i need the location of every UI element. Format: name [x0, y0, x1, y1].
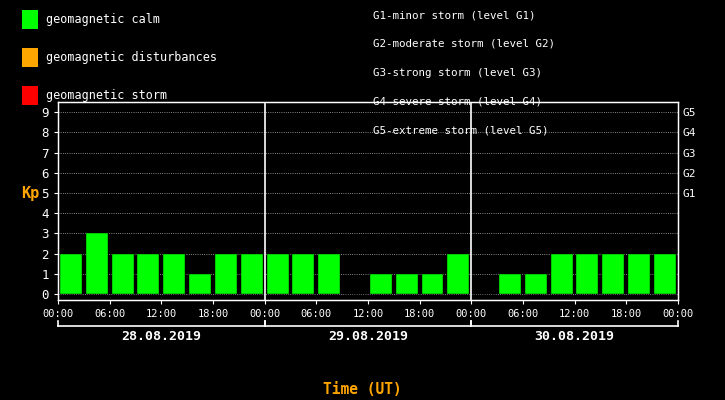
Text: geomagnetic storm: geomagnetic storm	[46, 89, 167, 102]
Text: 30.08.2019: 30.08.2019	[534, 330, 615, 343]
Bar	[292, 254, 315, 294]
Bar	[576, 254, 598, 294]
Bar	[602, 254, 624, 294]
Text: 29.08.2019: 29.08.2019	[328, 330, 408, 343]
Bar	[86, 233, 108, 294]
Bar	[525, 274, 547, 294]
Bar	[421, 274, 444, 294]
Bar	[215, 254, 237, 294]
Bar	[138, 254, 160, 294]
Bar	[628, 254, 650, 294]
Text: G5-extreme storm (level G5): G5-extreme storm (level G5)	[373, 125, 549, 135]
Text: G1-minor storm (level G1): G1-minor storm (level G1)	[373, 10, 536, 20]
Bar	[370, 274, 392, 294]
Bar	[163, 254, 185, 294]
Text: G3-strong storm (level G3): G3-strong storm (level G3)	[373, 68, 542, 78]
Text: G4-severe storm (level G4): G4-severe storm (level G4)	[373, 96, 542, 106]
Text: Time (UT): Time (UT)	[323, 382, 402, 398]
Bar	[654, 254, 676, 294]
Text: geomagnetic disturbances: geomagnetic disturbances	[46, 51, 218, 64]
Bar	[241, 254, 262, 294]
Y-axis label: Kp: Kp	[21, 186, 39, 201]
Bar	[189, 274, 211, 294]
Bar	[267, 254, 289, 294]
Text: geomagnetic calm: geomagnetic calm	[46, 13, 160, 26]
Bar	[551, 254, 573, 294]
Bar	[318, 254, 340, 294]
Bar	[60, 254, 82, 294]
Text: 28.08.2019: 28.08.2019	[121, 330, 202, 343]
Bar	[112, 254, 133, 294]
Text: G2-moderate storm (level G2): G2-moderate storm (level G2)	[373, 39, 555, 49]
Bar	[396, 274, 418, 294]
Bar	[447, 254, 469, 294]
Bar	[499, 274, 521, 294]
